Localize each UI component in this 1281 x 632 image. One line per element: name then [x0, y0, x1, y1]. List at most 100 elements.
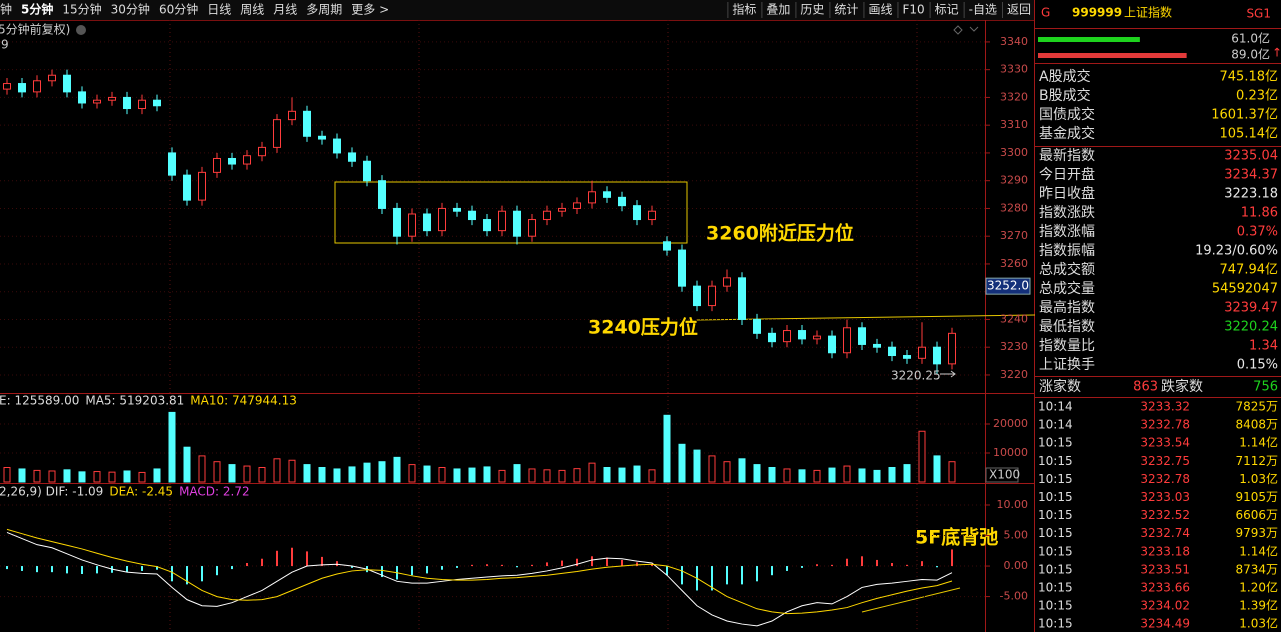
tool-tab[interactable]: 返回 — [1007, 3, 1031, 17]
candle-body — [693, 285, 701, 307]
last-price-label: 3252.0 — [987, 279, 1029, 293]
volume-bar — [558, 469, 566, 483]
menu-icon[interactable] — [76, 25, 86, 35]
flow-label: 89.0亿 — [1231, 47, 1270, 62]
breadth-value: 756 — [1253, 380, 1278, 395]
candle-body — [363, 160, 371, 182]
quote-value: 745.18亿 — [1220, 70, 1279, 85]
tool-tab[interactable]: 画线 — [868, 3, 892, 17]
tool-tab[interactable]: F10 — [902, 3, 924, 17]
volume-bar — [423, 465, 431, 483]
y-tick-label: 0.00 — [1004, 559, 1029, 572]
quote-value: 0.37% — [1237, 225, 1278, 240]
trade-time: 10:15 — [1038, 599, 1073, 613]
volume-bar — [753, 464, 761, 483]
unit-box — [985, 467, 1019, 483]
volume-bar — [813, 469, 821, 483]
candle-body — [903, 355, 911, 359]
trade-time: 10:15 — [1038, 581, 1073, 595]
volume-bar — [348, 466, 356, 483]
flow-label: 61.0亿 — [1231, 31, 1270, 46]
volume-bar — [93, 471, 101, 483]
y-tick-label: -5.00 — [1000, 590, 1028, 603]
candle-body — [828, 335, 836, 354]
tool-tab[interactable]: 叠加 — [766, 3, 790, 17]
trade-price: 3232.78 — [1140, 418, 1190, 432]
quote-label: 指数涨幅 — [1039, 224, 1095, 240]
candle-body — [303, 110, 311, 137]
volume-bar — [333, 468, 341, 483]
candle-body — [798, 330, 806, 340]
period-tab[interactable]: 60分钟 — [159, 2, 198, 17]
quote-label: 基金成交 — [1039, 125, 1095, 142]
candle-body — [678, 249, 686, 287]
trade-time: 10:15 — [1038, 490, 1073, 504]
period-tab[interactable]: 钟 — [0, 2, 12, 17]
quote-label: 总成交额 — [1039, 261, 1095, 278]
quote-value: 3235.04 — [1224, 149, 1278, 164]
volume-unit: X100 — [989, 468, 1020, 482]
candle-body — [783, 330, 791, 343]
candle-body — [663, 241, 671, 251]
tool-tab[interactable]: 统计 — [834, 3, 858, 17]
period-tab[interactable]: 周线 — [240, 3, 264, 17]
volume-bar — [648, 469, 656, 483]
volume-bar — [483, 466, 491, 483]
quote-value: 3220.24 — [1224, 320, 1278, 335]
volume-bar — [528, 468, 536, 483]
volume-header: MA5: 519203.81 — [85, 394, 184, 408]
volume-bar — [693, 449, 701, 483]
volume-bar — [633, 465, 641, 483]
period-tab[interactable]: 日线 — [207, 3, 231, 17]
candle-body — [18, 83, 26, 93]
candle-body — [78, 91, 86, 104]
volume-bar — [213, 461, 221, 483]
candle-body — [198, 171, 206, 201]
diamond-icon — [953, 25, 963, 35]
quote-label: 今日开盘 — [1039, 166, 1095, 183]
volume-bar — [888, 467, 896, 483]
period-tab[interactable]: 更多 > — [351, 3, 389, 17]
quote-flag: G — [1041, 6, 1050, 20]
candle-body — [873, 343, 881, 348]
trade-volume: 1.14亿 — [1239, 543, 1278, 558]
period-tab[interactable]: 5分钟 — [21, 2, 53, 17]
candle-body — [408, 213, 416, 237]
candle-body — [378, 180, 386, 209]
volume-bar — [768, 467, 776, 483]
tool-tab[interactable]: 指标 — [732, 2, 756, 17]
trade-price: 3232.74 — [1140, 526, 1190, 540]
macd-dea-line — [6, 528, 953, 615]
tool-tab[interactable]: -自选 — [969, 3, 997, 17]
y-tick-label: 3240 — [1000, 312, 1028, 325]
candle-body — [273, 119, 281, 148]
period-tab[interactable]: 15分钟 — [62, 2, 101, 17]
tool-tab[interactable]: 标记 — [935, 3, 959, 17]
trade-volume: 1.14亿 — [1239, 435, 1278, 450]
candle-body — [543, 210, 551, 221]
volume-bar — [498, 469, 506, 483]
trade-price: 3233.66 — [1140, 581, 1190, 595]
period-tab[interactable]: 30分钟 — [111, 2, 150, 17]
y-tick-label: 3280 — [1000, 201, 1028, 214]
trade-price: 3233.18 — [1140, 544, 1190, 558]
volume-bar — [393, 456, 401, 483]
quote-label: 国债成交 — [1039, 106, 1095, 123]
trade-time: 10:15 — [1038, 454, 1073, 468]
volume-bar — [603, 467, 611, 483]
tool-tab[interactable]: 历史 — [800, 3, 824, 17]
candle-body — [558, 207, 566, 212]
trend-line — [861, 587, 961, 613]
period-tab[interactable]: 月线 — [273, 3, 297, 17]
quote-label: 指数振幅 — [1039, 243, 1095, 259]
candle-body — [33, 80, 41, 93]
quote-label: 上证换手 — [1039, 356, 1095, 373]
trade-volume: 7112万 — [1235, 454, 1278, 468]
volume-bar — [723, 461, 731, 483]
volume-bar — [378, 461, 386, 483]
period-tab[interactable]: 多周期 — [306, 3, 342, 17]
y-tick-label: 5.00 — [1004, 529, 1029, 542]
volume-bar — [123, 470, 131, 483]
